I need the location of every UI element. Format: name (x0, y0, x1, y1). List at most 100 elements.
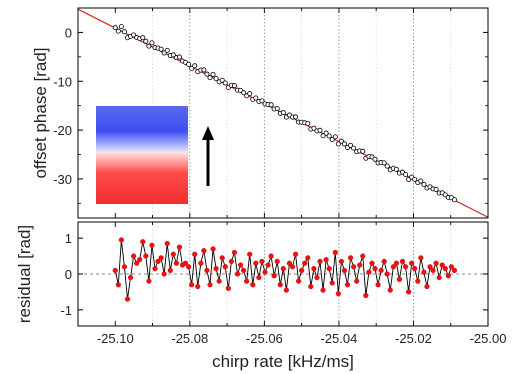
residual-point (247, 251, 253, 257)
phase-point (412, 176, 418, 182)
bottom-y-tick-label: -1 (60, 303, 72, 318)
residual-point (265, 262, 271, 268)
top-y-axis-title: offset phase [rad] (31, 47, 50, 178)
residual-point (198, 260, 204, 266)
residual-point (277, 282, 283, 288)
residual-point (222, 264, 228, 270)
residual-point (381, 258, 387, 265)
phase-point (247, 91, 253, 97)
residual-point (412, 266, 418, 272)
residual-point (448, 264, 454, 270)
phase-point (222, 80, 228, 86)
phase-point (170, 52, 176, 58)
phase-point (112, 25, 118, 31)
residual-point (296, 278, 302, 284)
residual-point (195, 283, 201, 290)
x-tick-label: -25.02 (395, 331, 432, 346)
residual-point (329, 280, 335, 286)
phase-point (280, 110, 286, 116)
residual-point (378, 267, 384, 274)
bottom-y-ticks: 1 0 -1 (60, 231, 488, 318)
residual-point (167, 267, 173, 274)
phase-point (259, 98, 265, 104)
phase-point (311, 125, 317, 131)
residual-point (256, 274, 262, 281)
phase-point (293, 114, 299, 120)
residual-point (204, 267, 210, 274)
bottom-y-tick-label: 1 (65, 231, 72, 246)
x-tick-label: -25.06 (246, 331, 283, 346)
residual-point (127, 274, 134, 281)
phase-point (360, 148, 366, 154)
x-axis-title: chirp rate [kHz/ms] (212, 352, 354, 371)
inset-arrow-head (202, 126, 214, 140)
residual-point (302, 260, 308, 266)
phase-point (210, 71, 216, 77)
phase-point (204, 71, 210, 77)
inset-red-lobe (96, 152, 188, 204)
residual-point (173, 260, 179, 266)
residual-point (280, 266, 286, 272)
residual-point (219, 255, 225, 261)
residual-point (399, 258, 406, 265)
residual-point (176, 244, 183, 250)
top-panel: 0 -10 -20 -30 offset phase [rad] (31, 7, 489, 219)
bottom-y-tick-label: 0 (65, 267, 72, 282)
residual-point (213, 266, 219, 272)
phase-point (403, 171, 409, 177)
residual-point (305, 255, 311, 261)
bottom-grid (78, 222, 489, 326)
residual-point (131, 253, 137, 259)
inset-blue-lobe (96, 106, 188, 152)
top-x-ticks (77, 8, 489, 218)
phase-point (323, 130, 329, 136)
phase-point (338, 138, 344, 144)
phase-point (201, 67, 207, 73)
phase-point (381, 160, 387, 166)
residual-point (210, 246, 216, 252)
residual-point (112, 267, 118, 274)
phase-point (149, 40, 155, 46)
phase-point (305, 121, 311, 127)
residual-point (393, 260, 399, 266)
phase-point (320, 133, 326, 139)
residual-point (338, 258, 344, 265)
residual-point (445, 273, 451, 279)
residual-point (286, 260, 293, 266)
phase-point (207, 75, 213, 81)
top-y-tick-label: -20 (53, 123, 72, 138)
residual-point (228, 258, 234, 265)
residual-point (259, 258, 265, 265)
phase-point (189, 65, 195, 71)
top-frame (77, 7, 489, 219)
residual-point (341, 267, 348, 274)
residual-point (351, 264, 357, 270)
residual-point (253, 260, 259, 266)
top-grid (152, 8, 489, 218)
residual-point (192, 251, 198, 257)
phase-point (372, 156, 378, 162)
residual-point (347, 255, 354, 261)
residual-point (207, 282, 213, 288)
phase-point (143, 38, 149, 44)
residual-point (161, 271, 167, 277)
residual-point (146, 278, 152, 284)
phase-point (115, 28, 121, 34)
residual-point (387, 287, 393, 293)
phase-point (332, 134, 338, 140)
phase-point (140, 35, 146, 41)
residual-point (357, 262, 363, 268)
residual-point (317, 258, 323, 265)
residual-line (114, 239, 455, 300)
residual-point (158, 255, 164, 261)
residual-point (332, 249, 338, 256)
residual-point (326, 266, 332, 272)
phase-point (121, 29, 127, 35)
residual-point (335, 291, 341, 297)
residual-point (115, 282, 121, 288)
phase-point (161, 50, 167, 56)
bottom-x-ticks: -25.10 -25.08 -25.06 -25.04 -25.02 -25.00 (77, 222, 506, 346)
residual-point (344, 282, 351, 288)
phase-point (274, 106, 280, 112)
